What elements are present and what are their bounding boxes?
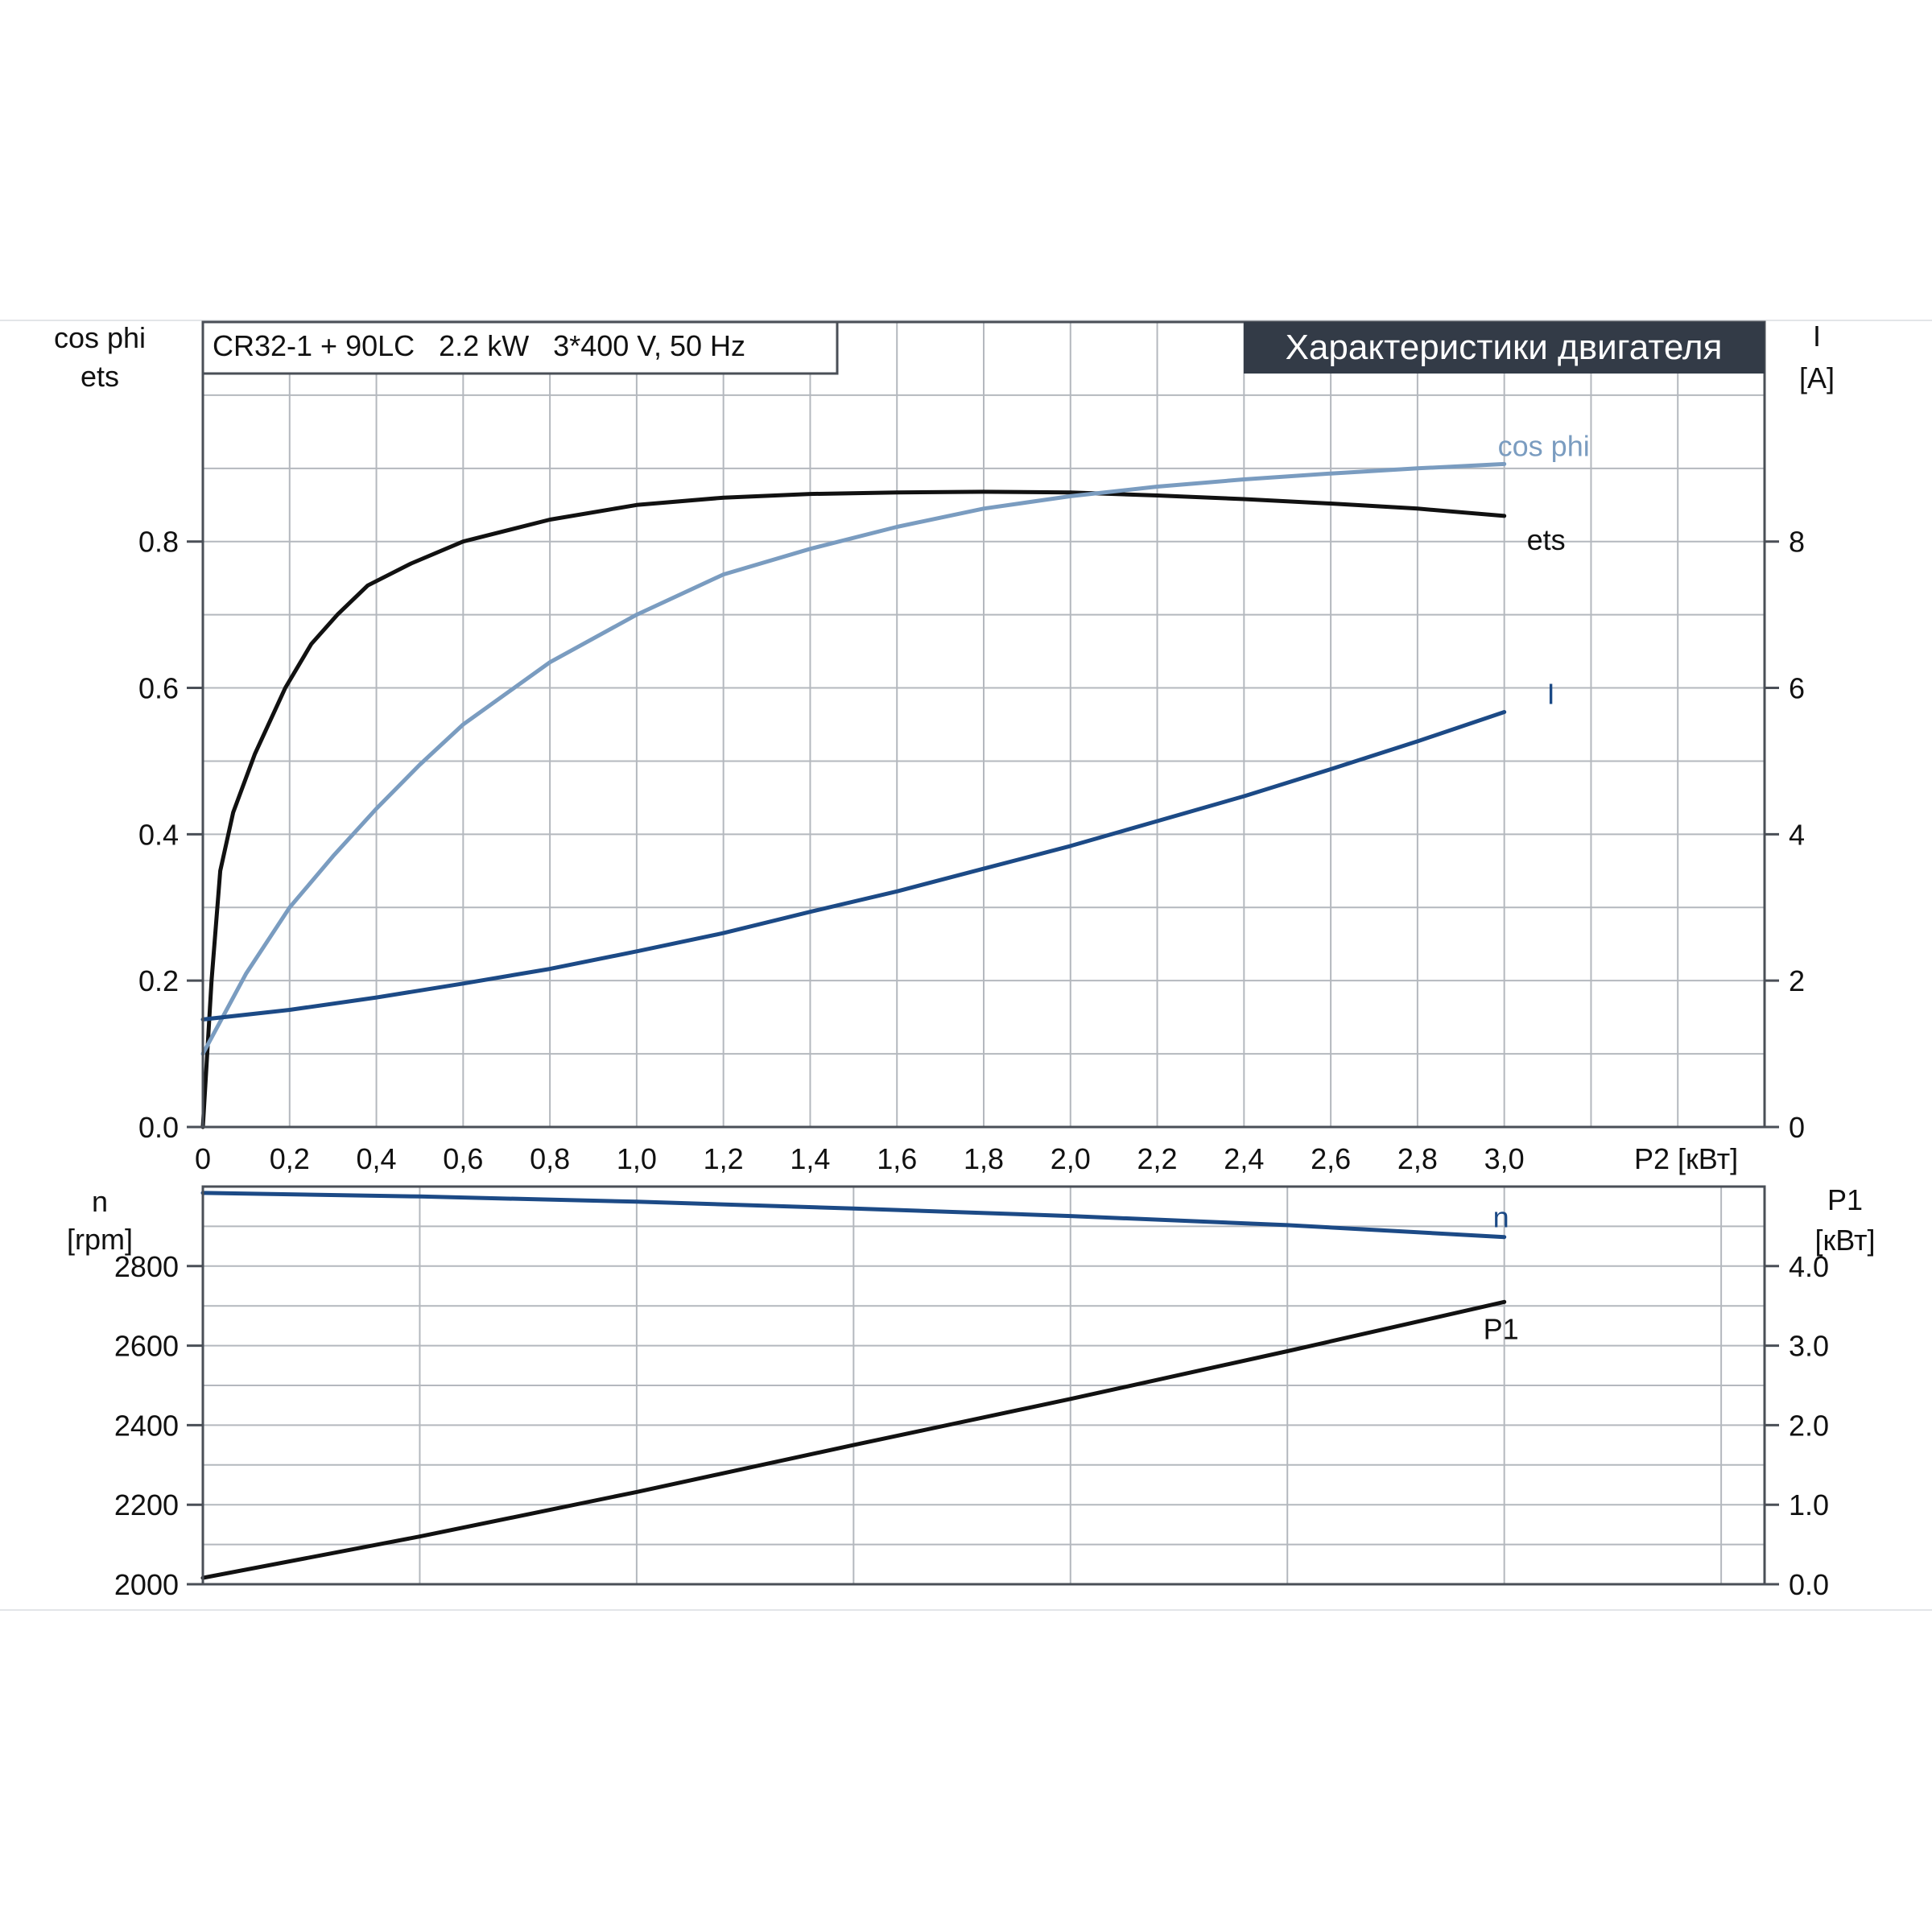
bottom-plot-frame (201, 1185, 1766, 1586)
top-plot-grid (203, 322, 1765, 1127)
left-axis-title-ets: ets (80, 360, 119, 393)
tick-labels: 0 0,2 0,4 0,6 0,8 1,0 1,2 1,4 1,6 1,8 2,0 2,2 2,4 2,6… (114, 526, 1829, 1601)
x-tick-label: 1,2 (704, 1142, 744, 1175)
series-label-cos-phi: cos phi (1498, 429, 1590, 462)
series-line-n (200, 1191, 1507, 1240)
x-tick-label: 1,4 (790, 1142, 830, 1175)
right-y-tick-label: 0 (1789, 1111, 1805, 1144)
bottom-plot-grid (203, 1187, 1765, 1584)
left-axis-title-cosphi: cos phi (54, 321, 146, 354)
x-tick-label: 2,6 (1311, 1142, 1351, 1175)
right-axis-unit-A: [A] (1799, 361, 1835, 394)
left-axis-title-n: n (92, 1185, 108, 1218)
right-axis-unit-kW: [кВт] (1814, 1224, 1875, 1257)
x-tick-label: 0 (195, 1142, 211, 1175)
bottom-left-y-tick-label: 2400 (114, 1409, 179, 1442)
series-label-i: I (1547, 678, 1555, 711)
x-tick-label: 3,0 (1484, 1142, 1525, 1175)
series-label-ets: ets (1527, 523, 1566, 556)
chart-subtitle: CR32-1 + 90LC 2.2 kW 3*400 V, 50 Hz (213, 329, 745, 362)
x-axis-title: P2 [кВт] (1634, 1142, 1738, 1175)
top-plot-frame (201, 320, 1766, 1129)
x-tick-label: 2,2 (1137, 1142, 1178, 1175)
bottom-left-y-tick-label: 2600 (114, 1330, 179, 1363)
x-tick-label: 0,2 (270, 1142, 310, 1175)
series-label-n: n (1493, 1201, 1509, 1234)
right-axis-title-I: I (1813, 320, 1821, 353)
x-tick-label: 0,4 (357, 1142, 397, 1175)
x-tick-label: 1,0 (617, 1142, 657, 1175)
left-y-tick-label: 0.8 (138, 526, 179, 559)
bottom-left-y-tick-label: 2200 (114, 1488, 179, 1521)
right-y-tick-label: 6 (1789, 672, 1805, 705)
series-label-p1: P1 (1484, 1312, 1519, 1345)
bottom-left-y-tick-label: 2000 (114, 1568, 179, 1601)
left-axis-unit-rpm: [rpm] (67, 1223, 133, 1256)
right-y-tick-label: 8 (1789, 526, 1805, 559)
subtitle-box (201, 320, 839, 375)
bottom-right-y-tick-label: 3.0 (1789, 1330, 1829, 1363)
bottom-plot-curves (200, 1191, 1507, 1580)
bottom-right-y-tick-label: 4.0 (1789, 1250, 1829, 1283)
series-line-p1 (200, 1299, 1507, 1580)
bottom-right-y-tick-label: 2.0 (1789, 1409, 1829, 1442)
series-labels: ets cos phi In P1 (1484, 429, 1590, 1345)
bottom-left-y-tick-label: 2800 (114, 1250, 179, 1283)
x-tick-label: 2,4 (1224, 1142, 1264, 1175)
series-line-ets (200, 489, 1507, 1129)
left-y-tick-label: 0.6 (138, 672, 179, 705)
right-y-tick-label: 4 (1789, 818, 1805, 851)
x-tick-label: 1,6 (877, 1142, 917, 1175)
x-tick-label: 0,8 (530, 1142, 570, 1175)
right-axis-title-P1: P1 (1827, 1183, 1863, 1216)
x-tick-label: 2,8 (1397, 1142, 1438, 1175)
top-plot-curves (200, 461, 1507, 1129)
series-line-i (200, 710, 1507, 1022)
bottom-right-y-tick-label: 0.0 (1789, 1568, 1829, 1601)
left-y-tick-label: 0.2 (138, 964, 179, 997)
bottom-right-y-tick-label: 1.0 (1789, 1488, 1829, 1521)
right-y-tick-label: 2 (1789, 964, 1805, 997)
x-tick-label: 2,0 (1051, 1142, 1091, 1175)
x-tick-label: 0,6 (443, 1142, 483, 1175)
title-banner (1244, 322, 1765, 374)
left-y-tick-label: 0.4 (138, 818, 179, 851)
chart-title: Характеристики двигателя (1286, 328, 1723, 367)
left-y-tick-label: 0.0 (138, 1111, 179, 1144)
series-line-cos-phi (200, 461, 1507, 1056)
x-tick-label: 1,8 (964, 1142, 1004, 1175)
